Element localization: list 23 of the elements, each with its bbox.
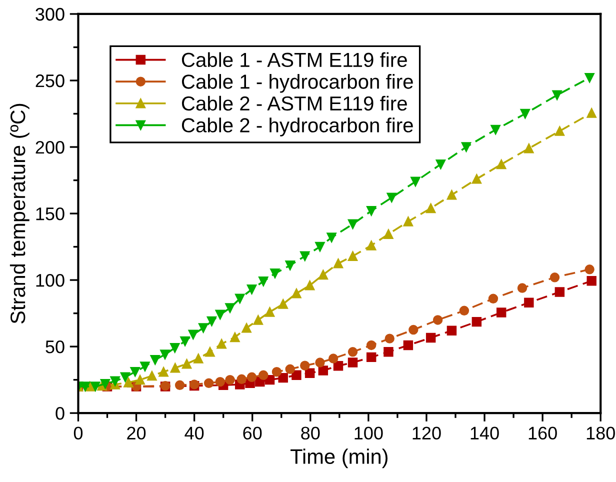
legend-label: Cable 2 - hydrocarbon fire — [182, 118, 413, 136]
x-tick-label: 40 — [184, 426, 204, 440]
x-tick-label: 60 — [243, 426, 262, 440]
x-tick-label: 160 — [528, 426, 557, 440]
x-tick-label: 80 — [301, 426, 320, 440]
x-tick-label: 140 — [470, 426, 499, 440]
x-tick-label: 120 — [412, 426, 441, 440]
y-tick-label: 100 — [36, 274, 64, 287]
y-axis-title: Strand temperature (ºC) — [10, 104, 30, 324]
x-tick-label: 20 — [127, 426, 146, 440]
y-tick-label: 150 — [36, 207, 64, 220]
y-tick-label: 250 — [36, 74, 64, 88]
x-tick-label: 180 — [586, 426, 615, 440]
y-tick-label: 200 — [36, 140, 64, 154]
legend-label: Cable 1 - ASTM E119 fire — [182, 52, 407, 68]
y-tick-label: 300 — [36, 8, 64, 21]
x-tick-label: 0 — [74, 426, 83, 440]
x-tick-label: 100 — [354, 426, 383, 440]
legend-label: Cable 2 - ASTM E119 fire — [182, 96, 407, 111]
x-axis-title: Time (min) — [290, 448, 388, 468]
y-tick-label: 0 — [56, 407, 64, 420]
legend-label: Cable 1 - hydrocarbon fire — [182, 74, 413, 93]
y-tick-label: 50 — [46, 340, 64, 354]
